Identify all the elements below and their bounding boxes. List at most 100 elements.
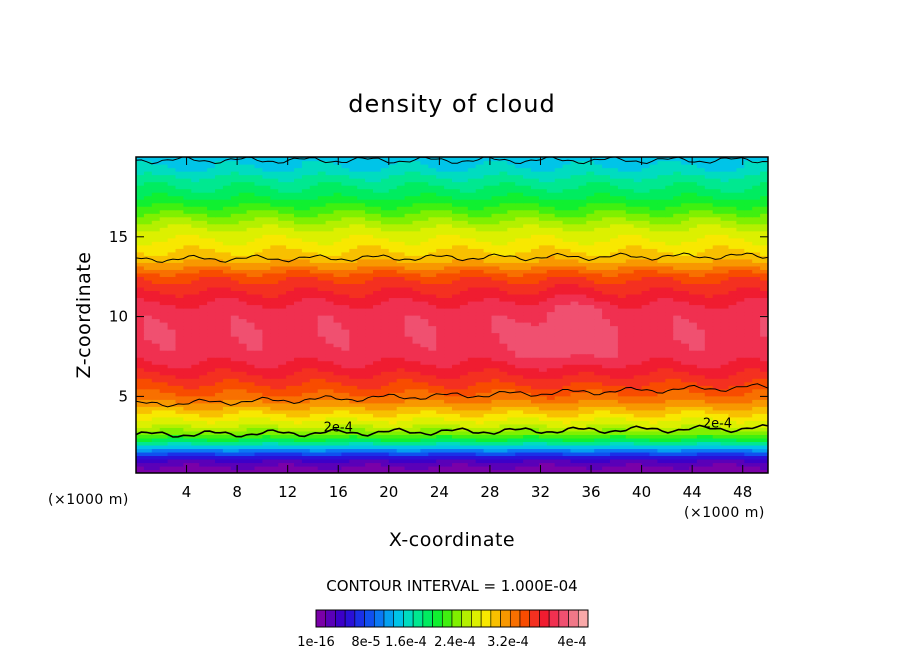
field-cell <box>349 262 358 267</box>
field-cell <box>673 465 682 471</box>
field-cell <box>309 388 319 393</box>
field-cell <box>610 465 619 471</box>
field-cell <box>594 413 603 418</box>
field-cell <box>412 329 421 334</box>
field-cell <box>428 374 437 379</box>
field-cell <box>317 350 327 355</box>
field-cell <box>578 416 587 421</box>
field-cell <box>341 455 350 460</box>
field-cell <box>523 343 532 348</box>
field-cell <box>602 416 611 421</box>
field-cell <box>404 297 414 302</box>
field-cell <box>515 311 524 316</box>
field-cell <box>215 353 224 358</box>
field-cell <box>349 283 358 288</box>
field-cell <box>507 293 516 299</box>
field-cell <box>373 318 382 323</box>
field-cell <box>578 322 587 327</box>
field-cell <box>467 336 477 341</box>
field-cell <box>760 378 768 383</box>
field-cell <box>341 423 350 428</box>
field-cell <box>531 297 540 302</box>
field-cell <box>396 329 406 334</box>
field-cell <box>531 469 540 473</box>
field-cell <box>325 258 335 263</box>
field-cell <box>207 378 216 383</box>
field-cell <box>436 360 445 365</box>
field-cell <box>562 307 572 313</box>
field-cell <box>396 371 406 376</box>
field-cell <box>428 322 437 327</box>
field-cell <box>357 381 366 386</box>
field-cell <box>728 350 737 355</box>
field-cell <box>230 462 240 467</box>
field-cell <box>459 437 469 442</box>
field-cell <box>191 441 200 446</box>
field-cell <box>602 462 611 467</box>
field-cell <box>286 434 295 439</box>
field-cell <box>586 255 595 260</box>
field-cell <box>325 374 335 379</box>
field-cell <box>199 353 208 358</box>
field-cell <box>515 286 524 292</box>
field-cell <box>270 283 279 288</box>
field-cell <box>578 430 587 435</box>
field-cell <box>570 353 579 358</box>
field-cell <box>602 339 611 344</box>
field-cell <box>270 360 279 365</box>
field-cell <box>570 350 579 355</box>
field-cell <box>728 444 737 450</box>
field-cell <box>689 315 698 320</box>
field-cell <box>412 441 421 446</box>
field-cell <box>404 427 414 432</box>
field-cell <box>278 290 287 295</box>
field-cell <box>175 423 184 428</box>
field-cell <box>420 265 429 270</box>
field-cell <box>325 381 335 386</box>
field-cell <box>412 262 421 267</box>
field-cell <box>191 315 200 320</box>
field-cell <box>222 413 232 418</box>
field-cell <box>270 437 279 442</box>
field-cell <box>238 315 248 320</box>
field-cell <box>546 357 556 362</box>
field-cell <box>136 395 145 400</box>
field-cell <box>452 458 461 464</box>
field-cell <box>689 469 698 473</box>
field-cell <box>357 392 366 397</box>
field-cell <box>475 448 485 453</box>
field-cell <box>744 378 753 383</box>
field-cell <box>712 322 722 327</box>
field-cell <box>396 325 406 330</box>
field-cell <box>167 311 177 316</box>
field-cell <box>649 315 658 320</box>
field-cell <box>278 381 287 386</box>
field-cell <box>238 279 248 284</box>
field-cell <box>538 423 548 428</box>
field-cell <box>491 399 500 404</box>
field-cell <box>254 251 263 256</box>
field-cell <box>444 458 453 464</box>
field-cell <box>594 307 603 313</box>
field-cell <box>507 269 516 274</box>
field-cell <box>625 300 635 306</box>
field-cell <box>317 307 327 313</box>
field-cell <box>452 315 461 320</box>
field-cell <box>617 262 627 267</box>
field-cell <box>396 350 406 355</box>
field-cell <box>444 420 453 425</box>
field-cell <box>728 315 737 320</box>
field-cell <box>143 371 153 376</box>
field-cell <box>760 385 768 390</box>
field-cell <box>309 392 319 397</box>
field-cell <box>696 420 706 425</box>
field-cell <box>238 258 248 263</box>
field-cell <box>151 402 161 407</box>
field-cell <box>396 272 406 277</box>
field-cell <box>617 279 627 284</box>
field-cell <box>554 318 564 323</box>
field-cell <box>396 357 406 362</box>
field-cell <box>483 367 493 372</box>
field-cell <box>262 325 271 330</box>
field-cell <box>317 462 327 467</box>
